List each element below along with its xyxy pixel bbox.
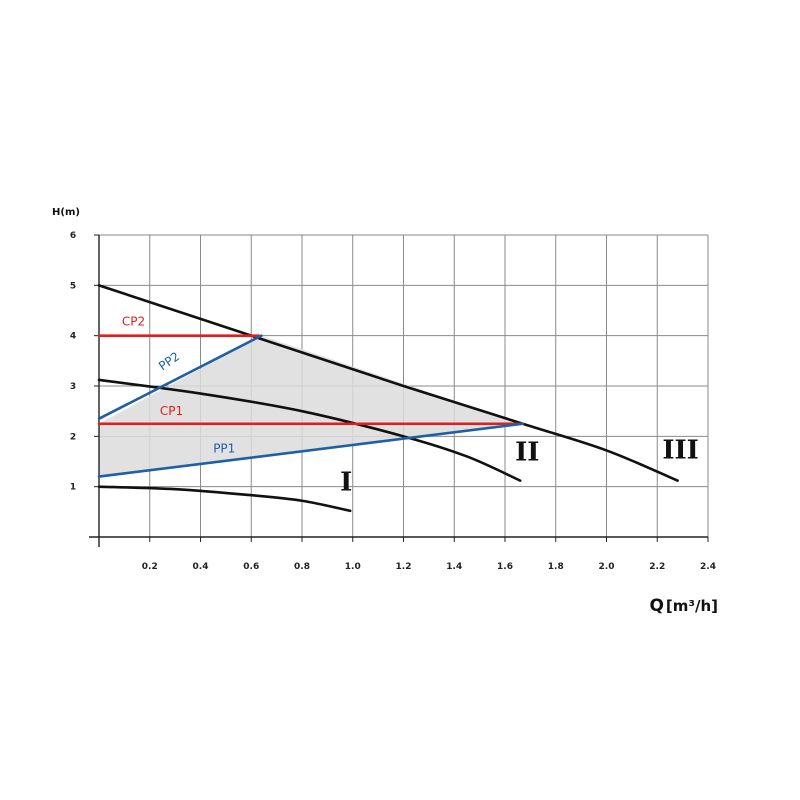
x-tick-label: 0.2 [142,562,158,572]
x-tick-label: 1.8 [548,562,564,572]
series [97,284,679,513]
series-label-pp2: PP2 [156,349,182,373]
series-line-pp2 [97,334,263,421]
x-tick-label: 2.2 [649,562,665,572]
series-line-iii [97,284,679,482]
x-tick-label: 1.0 [345,562,361,572]
x-axis-label: Q [m³/h] [649,596,718,616]
y-tick-label: 1 [70,483,76,493]
y-tick-label: 3 [70,382,76,392]
x-tick-label: 0.4 [193,562,209,572]
series-label-i: I [340,468,352,498]
x-tick-label: 1.4 [446,562,462,572]
series-label-iii: III [662,435,699,465]
x-axis-unit: [m³/h] [666,597,718,615]
y-axis-label: H(m) [52,207,80,218]
x-axis-symbol: Q [649,596,663,616]
y-tick-label: 6 [70,231,76,241]
series-line-ii [97,378,522,482]
x-tick-label: 0.6 [243,562,259,572]
x-tick-label: 1.6 [497,562,513,572]
x-tick-label: 2.0 [599,562,615,572]
series-line-pp1 [97,422,525,478]
operating-region [99,335,523,477]
series-label-cp2: CP2 [122,315,145,329]
series-line-i [97,485,352,513]
y-tick-label: 4 [70,332,76,342]
y-tick-label: 2 [70,432,76,442]
series-label-cp1: CP1 [160,404,183,418]
axes: 0.2 0.4 0.6 0.8 1.0 1.2 1.4 1.6 1.8 2.0 2.2 2.4 1 2 3 4… [70,231,716,572]
x-tick-label: 0.8 [294,562,310,572]
series-label-pp1: PP1 [213,441,235,455]
y-tick-label: 5 [70,281,76,291]
x-tick-label: 2.4 [700,562,716,572]
shaded-region [99,335,523,477]
x-tick-label: 1.2 [396,562,412,572]
series-label-ii: II [515,437,539,467]
